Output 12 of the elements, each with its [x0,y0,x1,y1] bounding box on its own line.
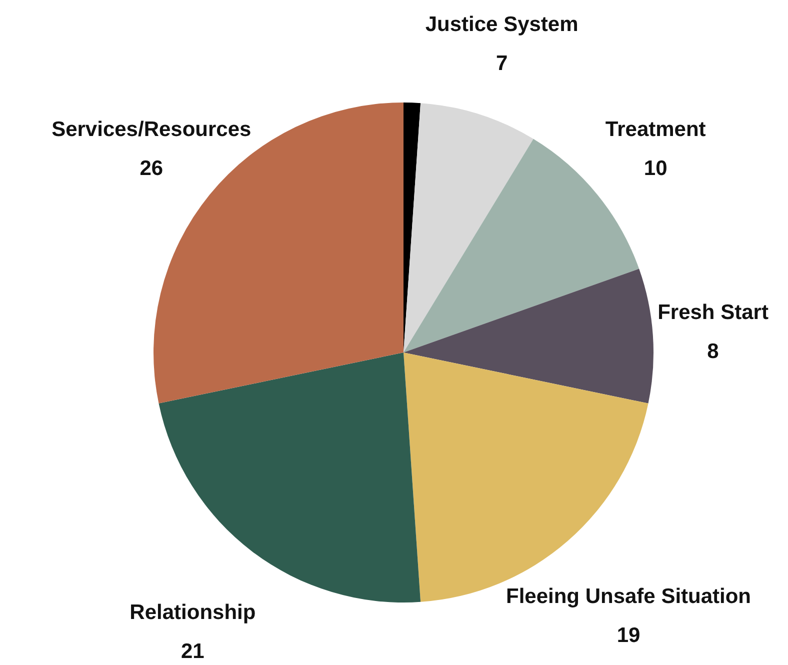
data-label: 10 [644,156,668,180]
slice-label: Justice System [425,13,578,36]
slice-label: Fresh Start [658,300,768,324]
data-label: 7 [496,52,508,76]
data-label: 19 [616,624,640,647]
data-label: 26 [140,156,164,180]
slice-label: Relationship [130,601,256,624]
slice-label: Services/Resources [52,118,252,141]
slice-label: Treatment [605,118,706,141]
data-label: 8 [707,340,720,363]
slice-label: Fleeing Unsafe Situation [506,585,752,608]
data-label: 21 [181,640,205,664]
